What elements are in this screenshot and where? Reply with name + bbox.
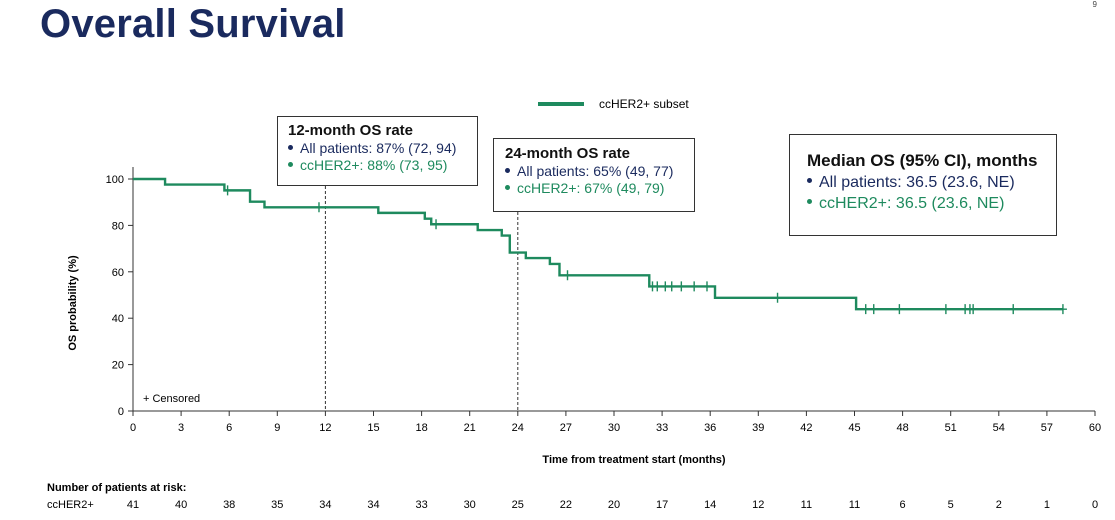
x-tick-label: 3 (178, 422, 184, 434)
censor-mark (702, 281, 711, 292)
x-tick-label: 27 (560, 422, 572, 434)
x-tick-label: 9 (274, 422, 280, 434)
bullet-icon (288, 144, 293, 150)
censor-mark (1009, 304, 1018, 315)
x-tick-label: 15 (367, 422, 379, 434)
y-axis-label: OS probability (%) (67, 255, 79, 351)
page-title: Overall Survival (40, 2, 346, 46)
censor-mark (314, 202, 323, 213)
risk-value: 2 (995, 499, 1002, 511)
x-tick-label: 33 (656, 422, 668, 434)
survival-curve (133, 177, 1063, 311)
risk-value: 17 (655, 499, 669, 511)
risk-value: 20 (607, 499, 621, 511)
x-tick-label: 60 (1089, 422, 1101, 434)
x-tick-label: 57 (1041, 422, 1053, 434)
risk-value: 1 (1043, 499, 1050, 511)
x-tick-label: 48 (896, 422, 908, 434)
box-12-title: 12-month OS rate (288, 122, 414, 139)
box-24-ccher2: ccHER2+: 67% (49, 79) (517, 180, 665, 196)
risk-value: 33 (415, 499, 428, 511)
censor-mark (969, 304, 978, 315)
bullet-icon (505, 167, 510, 173)
box-12-ccher2: ccHER2+: 88% (73, 95) (300, 157, 448, 173)
x-tick-label: 42 (800, 422, 812, 434)
risk-value: 41 (126, 499, 140, 511)
x-tick-label: 0 (130, 422, 136, 434)
y-tick-label: 100 (106, 174, 124, 186)
x-tick-label: 51 (945, 422, 957, 434)
risk-table-title: Number of patients at risk: (47, 482, 187, 494)
x-tick-label: 18 (415, 422, 427, 434)
censor-mark (869, 304, 878, 315)
12-month-os-rate-box: 12-month OS rate All patients: 87% (72, … (277, 116, 478, 186)
x-tick-label: 30 (608, 422, 620, 434)
median-os-box: Median OS (95% CI), months All patients:… (789, 134, 1057, 236)
box-24-title: 24-month OS rate (505, 145, 631, 162)
median-all-patients: All patients: 36.5 (23.6, NE) (819, 174, 1015, 191)
x-tick-label: 45 (848, 422, 860, 434)
censor-mark (773, 292, 782, 303)
risk-value: 0 (1091, 499, 1099, 511)
y-tick-label: 80 (112, 220, 124, 232)
x-tick-label: 12 (319, 422, 331, 434)
risk-value: 22 (559, 499, 573, 511)
risk-value: 11 (800, 499, 813, 511)
box-24-all-patients: All patients: 65% (49, 77) (517, 163, 674, 179)
y-tick-label: 20 (112, 360, 124, 372)
censor-mark (895, 304, 904, 315)
y-tick-label: 60 (112, 267, 124, 279)
x-tick-label: 39 (752, 422, 764, 434)
risk-value: 30 (463, 499, 476, 511)
censor-mark (667, 281, 676, 292)
median-os-title: Median OS (95% CI), months (807, 151, 1038, 170)
survival-chart: 0 3 6 9 12 15 18 21 24 27 30 33 36 39 42 45 48 51 54 57 6002… (67, 97, 1101, 466)
censor-mark (653, 281, 662, 292)
x-tick-label: 24 (512, 422, 524, 434)
bullet-icon (807, 199, 812, 205)
risk-table: Number of patients at risk: ccHER2+ 41 40… (0, 480, 1115, 520)
risk-value: 14 (704, 499, 717, 511)
risk-value: 5 (947, 499, 954, 511)
censor-mark (223, 185, 232, 196)
risk-value: 34 (367, 499, 380, 511)
risk-value: 38 (223, 499, 236, 511)
page-number: 9 (1092, 0, 1097, 9)
risk-value: 6 (899, 499, 906, 511)
censor-mark (861, 304, 870, 315)
x-tick-label: 21 (464, 422, 476, 434)
legend-label: ccHER2+ subset (599, 97, 689, 111)
bullet-icon (807, 178, 812, 184)
risk-value: 12 (752, 499, 765, 511)
risk-value: 25 (511, 499, 524, 511)
bullet-icon (288, 161, 293, 167)
x-axis-label: Time from treatment start (months) (542, 454, 725, 466)
risk-value: 40 (174, 499, 188, 511)
median-ccher2: ccHER2+: 36.5 (23.6, NE) (819, 195, 1005, 212)
risk-value: 34 (319, 499, 332, 511)
censor-mark (941, 304, 950, 315)
x-tick-label: 54 (993, 422, 1005, 434)
x-tick-label: 6 (226, 422, 232, 434)
risk-value: 11 (848, 499, 861, 511)
box-12-all-patients: All patients: 87% (72, 94) (300, 140, 457, 156)
risk-row-label: ccHER2+ (47, 499, 94, 511)
censor-mark (677, 281, 686, 292)
censor-mark (690, 281, 699, 292)
bullet-icon (505, 184, 510, 190)
censor-mark (563, 270, 572, 281)
censored-legend: + Censored (143, 393, 200, 405)
y-tick-label: 40 (112, 313, 124, 325)
24-month-os-rate-box: 24-month OS rate All patients: 65% (49, … (493, 138, 695, 212)
y-tick-label: 0 (118, 406, 124, 418)
x-tick-label: 36 (704, 422, 716, 434)
censor-mark (1058, 304, 1067, 315)
censor-mark (432, 219, 441, 230)
risk-value: 35 (271, 499, 284, 511)
